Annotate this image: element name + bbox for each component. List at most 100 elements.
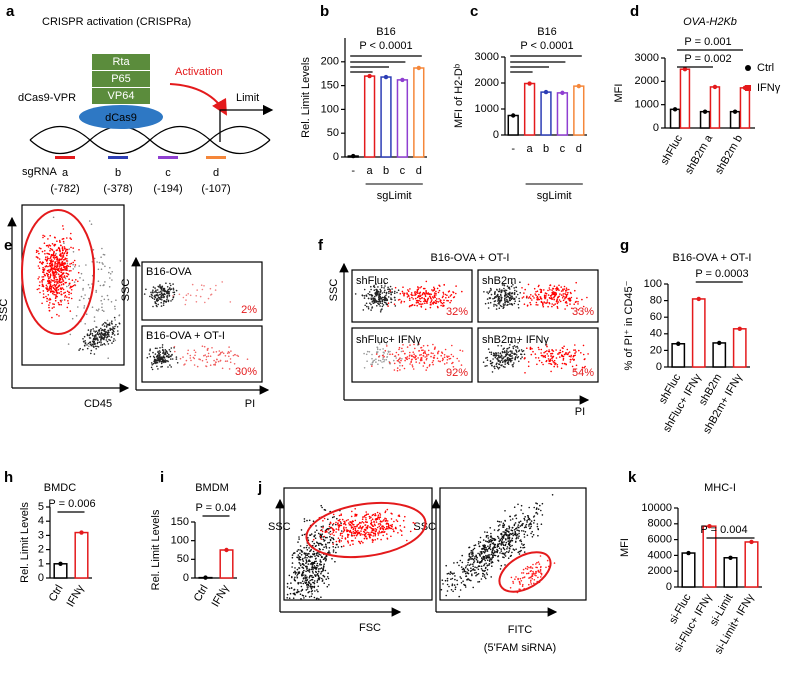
- event-dot: [288, 597, 291, 599]
- event-dot: [488, 560, 491, 562]
- event-dot: [496, 365, 498, 368]
- event-dot: [387, 302, 390, 305]
- event-dot: [429, 302, 432, 304]
- event-dot: [420, 303, 423, 306]
- event-dot: [58, 315, 60, 317]
- event-dot: [525, 526, 527, 529]
- event-dot: [523, 533, 526, 536]
- event-dot: [515, 527, 517, 530]
- bar-mean-dot: [400, 77, 405, 83]
- event-dot: [497, 359, 499, 361]
- event-dot: [399, 524, 402, 527]
- event-dot: [539, 555, 542, 557]
- event-dot: [319, 567, 321, 570]
- event-dot: [304, 574, 307, 577]
- event-dot: [106, 334, 108, 336]
- event-dot: [367, 307, 370, 310]
- event-dot: [566, 304, 568, 307]
- event-dot: [477, 581, 479, 583]
- event-dot: [393, 303, 396, 306]
- event-dot: [381, 525, 384, 527]
- event-dot: [71, 285, 74, 288]
- event-dot: [361, 521, 364, 523]
- event-dot: [379, 300, 382, 303]
- event-dot: [487, 302, 490, 304]
- event-dot: [417, 286, 419, 288]
- event-dot: [324, 569, 327, 572]
- event-dot: [228, 368, 231, 370]
- event-dot: [478, 545, 481, 548]
- event-dot: [293, 571, 295, 574]
- event-dot: [69, 282, 71, 285]
- event-dot: [431, 296, 434, 298]
- event-dot: [53, 236, 56, 239]
- y-tick-label: 100: [321, 103, 339, 115]
- event-dot: [533, 506, 535, 509]
- event-dot: [408, 357, 411, 360]
- event-dot: [523, 536, 526, 538]
- event-dot: [149, 348, 151, 351]
- event-dot: [156, 347, 158, 350]
- event-dot: [463, 570, 466, 572]
- event-dot: [47, 276, 50, 278]
- event-dot: [489, 301, 492, 304]
- event-dot: [552, 355, 555, 358]
- event-dot: [60, 290, 62, 293]
- event-dot: [73, 259, 76, 262]
- event-dot: [389, 285, 392, 288]
- event-dot: [65, 249, 67, 252]
- event-dot: [561, 354, 564, 357]
- event-dot: [309, 563, 312, 565]
- bar-mean-dot: [543, 89, 549, 95]
- bar-mean-dot: [686, 550, 691, 556]
- event-dot: [311, 574, 313, 577]
- event-dot: [484, 569, 486, 572]
- event-dot: [419, 287, 421, 289]
- event-dot: [167, 366, 169, 368]
- event-dot: [159, 284, 161, 286]
- event-dot: [565, 291, 567, 293]
- event-dot: [54, 262, 56, 265]
- event-dot: [335, 528, 338, 530]
- event-dot: [342, 531, 345, 533]
- event-dot: [61, 268, 64, 271]
- event-dot: [440, 301, 443, 304]
- event-dot: [401, 290, 404, 293]
- event-dot: [286, 597, 289, 599]
- event-dot: [170, 347, 173, 349]
- event-dot: [486, 364, 488, 367]
- event-dot: [518, 300, 521, 303]
- plot-label: shB2m+ IFNγ: [482, 334, 549, 346]
- event-dot: [440, 588, 443, 591]
- event-dot: [513, 352, 515, 355]
- domain-label: P65: [111, 73, 131, 85]
- event-dot: [417, 301, 419, 304]
- guide-name: d: [213, 167, 219, 179]
- event-dot: [374, 295, 376, 298]
- event-dot: [447, 572, 450, 575]
- event-dot: [55, 278, 57, 281]
- event-dot: [499, 352, 502, 355]
- event-dot: [68, 293, 70, 296]
- event-dot: [291, 562, 294, 564]
- event-dot: [320, 538, 323, 540]
- flow-plot: [141, 325, 263, 383]
- event-dot: [506, 298, 508, 301]
- event-dot: [206, 349, 209, 352]
- event-dot: [551, 494, 554, 496]
- event-dot: [151, 368, 154, 371]
- chart-title: MHC-I: [704, 482, 736, 494]
- event-dot: [416, 304, 419, 307]
- event-dot: [314, 537, 317, 539]
- event-dot: [565, 351, 567, 354]
- event-dot: [532, 572, 535, 574]
- event-dot: [431, 361, 434, 364]
- event-dot: [370, 531, 373, 533]
- event-dot: [546, 299, 549, 301]
- event-dot: [52, 272, 54, 275]
- event-dot: [435, 290, 437, 293]
- event-dot: [488, 555, 490, 558]
- event-dot: [70, 238, 72, 240]
- event-dot: [549, 295, 552, 297]
- event-dot: [55, 252, 57, 255]
